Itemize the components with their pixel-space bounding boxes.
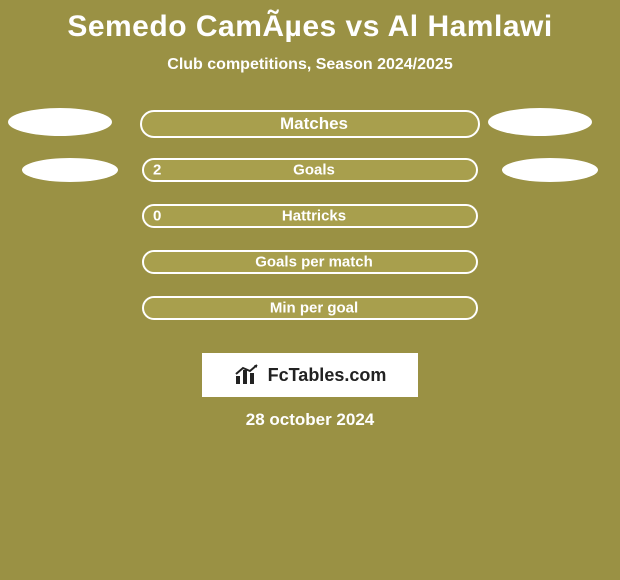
left-ellipse	[22, 158, 118, 182]
stat-rows: Matches Goals 2 Hattricks 0 Goals per match Mi…	[0, 104, 620, 334]
right-ellipse	[502, 158, 598, 182]
stat-value: 0	[153, 208, 161, 225]
stat-label: Goals	[293, 162, 335, 179]
right-ellipse	[488, 108, 592, 136]
bar-chart-icon	[234, 364, 262, 386]
subtitle: Club competitions, Season 2024/2025	[0, 56, 620, 74]
date-label: 28 october 2024	[0, 410, 620, 430]
stat-row: Hattricks 0	[0, 196, 620, 242]
logo: FcTables.com	[234, 364, 387, 386]
stat-row: Goals per match	[0, 242, 620, 288]
logo-box: FcTables.com	[202, 353, 418, 397]
page-title: Semedo CamÃµes vs Al Hamlawi	[0, 0, 620, 44]
stat-row: Matches	[0, 104, 620, 150]
stat-label: Min per goal	[270, 300, 358, 317]
stat-row: Min per goal	[0, 288, 620, 334]
stat-label: Matches	[280, 114, 348, 134]
left-ellipse	[8, 108, 112, 136]
stat-value: 2	[153, 162, 161, 179]
logo-text: FcTables.com	[268, 365, 387, 386]
stat-row: Goals 2	[0, 150, 620, 196]
stat-label: Goals per match	[255, 254, 373, 271]
stat-label: Hattricks	[282, 208, 346, 225]
